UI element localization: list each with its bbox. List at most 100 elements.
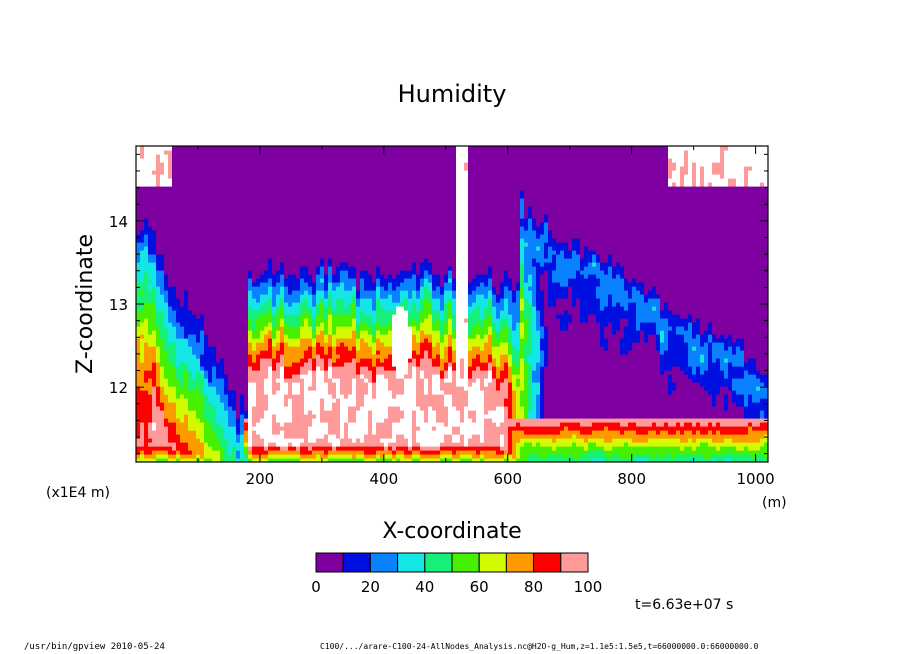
heatmap-cell: [220, 230, 225, 235]
heatmap-cell: [280, 282, 285, 287]
heatmap-cell: [172, 182, 177, 187]
heatmap-cell: [172, 322, 177, 327]
heatmap-cell: [312, 350, 317, 355]
heatmap-cell: [200, 146, 205, 151]
heatmap-cell: [304, 394, 309, 399]
heatmap-cell: [312, 386, 317, 391]
heatmap-cell: [252, 274, 257, 279]
heatmap-cell: [260, 334, 265, 339]
heatmap-cell: [184, 242, 189, 247]
heatmap-cell: [196, 262, 201, 267]
heatmap-cell: [144, 150, 149, 155]
heatmap-cell: [304, 354, 309, 359]
heatmap-cell: [368, 282, 373, 287]
heatmap-cell: [244, 398, 249, 403]
heatmap-cell: [148, 382, 153, 387]
heatmap-cell: [232, 210, 237, 215]
heatmap-cell: [276, 202, 281, 207]
heatmap-cell: [324, 210, 329, 215]
heatmap-cell: [352, 366, 357, 371]
heatmap-cell: [136, 294, 141, 299]
heatmap-cell: [304, 450, 309, 455]
heatmap-cell: [272, 146, 277, 151]
heatmap-cell: [344, 434, 349, 439]
heatmap-cell: [192, 390, 197, 395]
heatmap-cell: [216, 226, 221, 231]
heatmap-cell: [236, 254, 241, 259]
heatmap-cell: [376, 402, 381, 407]
heatmap-cell: [136, 454, 141, 459]
heatmap-cell: [224, 158, 229, 163]
heatmap-cell: [224, 394, 229, 399]
heatmap-cell: [164, 214, 169, 219]
heatmap-cell: [344, 422, 349, 427]
heatmap-cell: [212, 346, 217, 351]
heatmap-cell: [172, 194, 177, 199]
heatmap-cell: [324, 150, 329, 155]
heatmap-cell: [268, 346, 273, 351]
heatmap-cell: [176, 338, 181, 343]
heatmap-cell: [356, 382, 361, 387]
heatmap-cell: [196, 158, 201, 163]
heatmap-cell: [344, 162, 349, 167]
heatmap-cell: [292, 266, 297, 271]
heatmap-cell: [232, 330, 237, 335]
heatmap-cell: [328, 202, 333, 207]
heatmap-cell: [364, 270, 369, 275]
heatmap-cell: [136, 262, 141, 267]
heatmap-cell: [236, 326, 241, 331]
heatmap-cell: [200, 354, 205, 359]
heatmap-cell: [360, 174, 365, 179]
heatmap-cell: [244, 298, 249, 303]
heatmap-cell: [336, 358, 341, 363]
heatmap-cell: [196, 426, 201, 431]
heatmap-cell: [384, 262, 389, 267]
heatmap-cell: [316, 294, 321, 299]
heatmap-cell: [248, 234, 253, 239]
heatmap-cell: [312, 174, 317, 179]
heatmap-cell: [204, 378, 209, 383]
heatmap-cell: [212, 238, 217, 243]
heatmap-cell: [344, 314, 349, 319]
heatmap-cell: [184, 350, 189, 355]
heatmap-cell: [368, 218, 373, 223]
heatmap-cell: [372, 354, 377, 359]
heatmap-cell: [312, 442, 317, 447]
heatmap-cell: [324, 158, 329, 163]
heatmap-cell: [224, 438, 229, 443]
heatmap-cell: [284, 174, 289, 179]
heatmap-cell: [268, 390, 273, 395]
heatmap-cell: [268, 354, 273, 359]
heatmap-cell: [224, 458, 229, 462]
heatmap-cell: [224, 270, 229, 275]
heatmap-cell: [156, 234, 161, 239]
heatmap-cell: [372, 422, 377, 427]
heatmap-cell: [372, 266, 377, 271]
heatmap-cell: [352, 446, 357, 451]
heatmap-cell: [156, 454, 161, 459]
heatmap-cell: [292, 158, 297, 163]
heatmap-cell: [312, 286, 317, 291]
heatmap-cell: [300, 338, 305, 343]
heatmap-cell: [372, 342, 377, 347]
heatmap-cell: [348, 442, 353, 447]
heatmap-cell: [248, 294, 253, 299]
heatmap-cell: [368, 446, 373, 451]
heatmap-cell: [320, 206, 325, 211]
heatmap-cell: [332, 410, 337, 415]
heatmap-cell: [236, 406, 241, 411]
heatmap-cell: [172, 354, 177, 359]
heatmap-cell: [336, 318, 341, 323]
heatmap-cell: [340, 418, 345, 423]
heatmap-cell: [284, 198, 289, 203]
heatmap-cell: [200, 178, 205, 183]
heatmap-cell: [200, 270, 205, 275]
heatmap-cell: [228, 278, 233, 283]
heatmap-cell: [300, 362, 305, 367]
heatmap-cell: [316, 354, 321, 359]
heatmap-cell: [276, 254, 281, 259]
heatmap-cell: [240, 254, 245, 259]
heatmap-cell: [148, 354, 153, 359]
heatmap-cell: [164, 262, 169, 267]
heatmap-cell: [324, 162, 329, 167]
